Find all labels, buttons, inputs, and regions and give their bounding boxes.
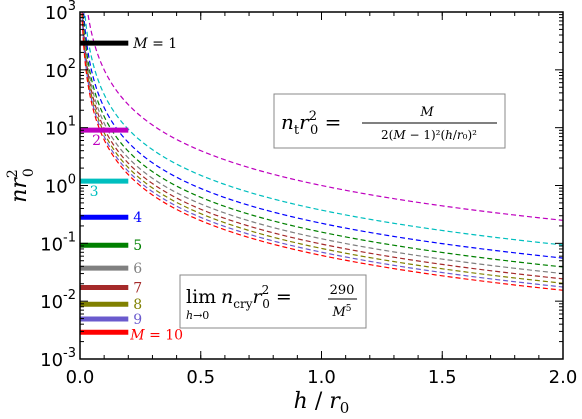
curve-M7 <box>81 12 563 280</box>
x-tick-label: 0.5 <box>186 367 215 388</box>
y-axis-label: nr20 <box>5 168 37 203</box>
formula-box-bottom: lim h→0 ncryr2 0 = 290 M5 <box>179 274 367 329</box>
x-axis-label: h / r0 <box>294 389 350 417</box>
formula-top-lhs: ntr2 0 = <box>281 109 341 138</box>
tick-group <box>79 11 564 360</box>
crystal-level-label-M8: 8 <box>133 297 142 313</box>
curve-M3 <box>84 12 563 246</box>
curve-M5 <box>82 12 563 268</box>
formula-top-den: 2(M − 1)²(h/r₀)² <box>381 128 477 142</box>
crystal-level-label-M7: 7 <box>133 281 142 297</box>
curve-M10 <box>81 12 563 291</box>
x-tick-label: 0.0 <box>66 367 95 388</box>
formula-bottom-lim-sub: h→0 <box>186 309 209 322</box>
formula-bottom-body: ncryr2 0 = <box>221 283 292 311</box>
y-tick-label: 10-3 <box>40 346 76 371</box>
curve-M2 <box>87 12 563 221</box>
y-tick-label: 101 <box>45 115 76 140</box>
crystal-level-label-M2: 2 <box>92 133 101 149</box>
x-tick-label: 1.0 <box>307 367 336 388</box>
y-tick-label: 10-2 <box>40 288 76 313</box>
crystal-level-label-M4: 4 <box>133 210 142 226</box>
y-tick-label: 10-1 <box>40 230 76 255</box>
crystal-level-label-M10: M = 10 <box>129 327 183 343</box>
formula-bottom-lim: lim <box>186 286 216 308</box>
x-tick-label-group: 0.0 0.5 1.0 1.5 2.0 <box>66 367 578 388</box>
formula-bottom-num: 290 <box>330 283 355 298</box>
x-tick-label: 1.5 <box>428 367 457 388</box>
crystal-level-label-M1: M = 1 <box>132 36 177 52</box>
crystal-level-label-M6: 6 <box>133 261 142 277</box>
y-tick-label: 100 <box>45 173 76 198</box>
crystal-level-label-M9: 9 <box>133 312 142 328</box>
formula-top-num: M <box>419 105 434 120</box>
y-tick-label: 103 <box>45 0 76 24</box>
formula-box-top: ntr2 0 = M 2(M − 1)²(h/r₀)² <box>273 93 506 149</box>
formula-bottom-den: M5 <box>331 304 351 320</box>
curve-M9 <box>81 12 563 288</box>
crystal-level-label-M5: 5 <box>133 238 142 254</box>
curve-M4 <box>83 12 563 259</box>
y-tick-label-group: 10-3 10-2 10-1 100 101 102 103 <box>40 0 76 371</box>
y-tick-label: 102 <box>45 57 76 82</box>
crystal-level-group <box>80 40 129 335</box>
crystal-level-label-M3: 3 <box>90 184 99 200</box>
x-tick-label: 2.0 <box>549 367 578 388</box>
curve-M8 <box>81 12 563 284</box>
